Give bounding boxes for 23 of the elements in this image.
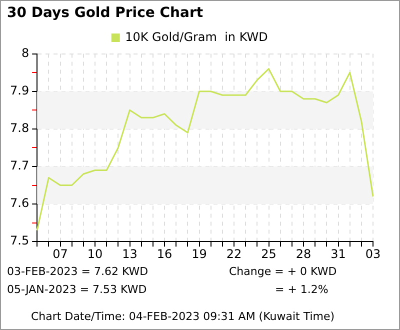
- text: Chart Date/Time: 04-FEB-2023 09:31 AM (Kuwait Time): [31, 310, 335, 323]
- x-tick-label: 16: [156, 246, 172, 261]
- y-tick-label: 7.5: [10, 234, 30, 248]
- x-tick-label: 03: [365, 246, 381, 261]
- y-tick-label: 7.7: [10, 158, 30, 173]
- text: 05-JAN-2023 = 7.53 KWD: [7, 283, 147, 296]
- text: Change = + 0 KWD: [229, 265, 337, 278]
- chart-title: 30 Days Gold Price Chart: [7, 5, 204, 22]
- x-tick-label: 31: [330, 246, 346, 261]
- legend-label: 10K Gold/Gram in KWD: [125, 30, 268, 44]
- y-tick-label: 7.6: [10, 196, 30, 210]
- x-tick-label: 19: [192, 246, 207, 261]
- x-tick-label: 10: [87, 246, 103, 261]
- y-tick-label: 8: [21, 46, 30, 60]
- x-tick-label: 22: [226, 246, 242, 261]
- x-tick-label: 13: [122, 246, 138, 261]
- text: 03-FEB-2023 = 7.62 KWD: [7, 265, 148, 278]
- text: = + 1.2%: [275, 283, 328, 296]
- x-tick-label: 25: [261, 246, 276, 261]
- y-tick-label: 7.8: [10, 121, 30, 136]
- x-tick-label: 28: [296, 246, 312, 261]
- x-tick-label: 07: [52, 246, 68, 261]
- y-tick-label: 7.9: [10, 83, 30, 98]
